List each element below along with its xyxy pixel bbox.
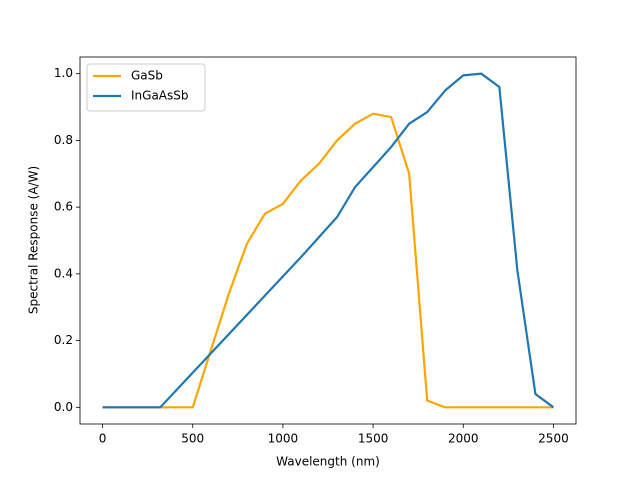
- x-tick-label: 0: [99, 432, 107, 446]
- line-series: [102, 72, 555, 409]
- axes-frame: [79, 56, 577, 425]
- legend-label: GaSb: [131, 69, 163, 83]
- y-axis-label: Spectral Response (A/W): [27, 166, 41, 314]
- y-tick-label: 0.4: [54, 266, 73, 280]
- y-tick-label: 0.0: [54, 400, 73, 414]
- y-tick-label: 1.0: [54, 66, 73, 80]
- x-tick-label: 500: [181, 432, 204, 446]
- x-tick-label: 1500: [358, 432, 389, 446]
- y-tick-label: 0.6: [54, 200, 73, 214]
- x-tick-label: 2000: [448, 432, 479, 446]
- line-series: [102, 112, 554, 409]
- y-tick-label: 0.2: [54, 333, 73, 347]
- x-tick-label: 1000: [268, 432, 299, 446]
- legend-label: InGaAsSb: [131, 89, 189, 103]
- x-axis-label: Wavelength (nm): [276, 455, 380, 469]
- x-tick-label: 2500: [538, 432, 569, 446]
- y-tick-label: 0.8: [54, 133, 73, 147]
